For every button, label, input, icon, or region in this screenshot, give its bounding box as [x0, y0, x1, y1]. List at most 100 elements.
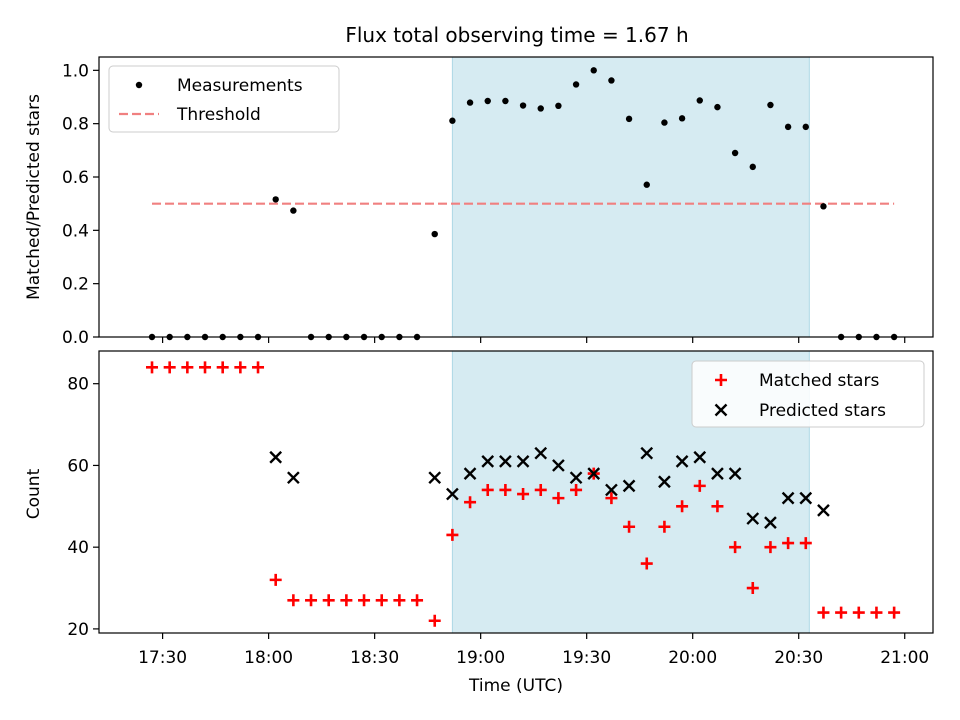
bottom-legend: Matched stars Predicted stars — [691, 360, 925, 428]
top-panel-frame — [98, 56, 934, 338]
measurement-point — [555, 102, 562, 110]
bottom-x-tick-label: 20:30 — [774, 648, 823, 668]
predicted-star-marker — [658, 475, 671, 489]
top-y-tick-label: 0.6 — [62, 168, 89, 188]
bottom-x-tick-label: 21:00 — [880, 648, 929, 668]
measurement-point — [572, 81, 580, 88]
matched-star-marker — [358, 594, 371, 607]
measurement-point — [537, 105, 544, 112]
matched-star-marker — [340, 594, 353, 607]
predicted-star-marker — [463, 467, 477, 480]
chart-title: Flux total observing time = 1.67 h — [345, 23, 688, 47]
measurement-point — [502, 97, 509, 105]
matched-star-marker — [216, 361, 229, 374]
top-y-tick-label: 1.0 — [62, 61, 89, 81]
bottom-x-tick-label: 19:00 — [456, 648, 505, 668]
predicted-star-marker — [693, 450, 707, 464]
matched-star-marker — [481, 483, 494, 496]
bottom-panel-frame — [98, 350, 934, 634]
predicted-star-marker — [764, 516, 777, 530]
predicted-star-marker — [481, 454, 495, 468]
measurement-point — [714, 103, 721, 111]
matched-star-marker — [888, 606, 901, 619]
legend-matched-label: Matched stars — [759, 371, 879, 391]
predicted-star-marker — [446, 487, 459, 501]
bottom-x-tick-label: 19:30 — [562, 648, 611, 668]
matched-star-marker — [676, 500, 689, 513]
predicted-star-marker — [534, 446, 548, 460]
measurement-point — [731, 149, 739, 157]
predicted-star-marker — [799, 491, 813, 505]
matched-star-marker — [464, 496, 477, 509]
bottom-legend-box — [691, 360, 925, 428]
bottom-y-axis-label: Count — [24, 468, 44, 519]
predicted-star-marker — [516, 454, 530, 468]
matched-star-marker — [446, 528, 459, 541]
matched-star-marker — [163, 361, 176, 374]
matched-star-marker — [870, 606, 883, 619]
predicted-star-marker — [287, 471, 300, 485]
measurement-point — [820, 203, 827, 210]
predicted-star-marker — [711, 467, 724, 480]
matched-star-marker — [852, 606, 865, 619]
measurement-point — [802, 123, 809, 131]
measurement-point — [608, 77, 615, 84]
legend-threshold-label: Threshold — [176, 105, 261, 125]
matched-star-marker — [764, 541, 777, 554]
top-panel: 0.0 0.2 0.4 0.6 0.8 1.0 Measurements Threshold — [62, 56, 934, 348]
legend-measurements-marker — [135, 81, 143, 89]
top-y-axis-label: Matched/Predicted stars — [24, 94, 44, 300]
matched-star-marker — [411, 594, 424, 607]
matched-star-marker — [799, 537, 812, 550]
x-axis-label: Time (UTC) — [468, 676, 563, 696]
matched-star-marker — [181, 361, 194, 374]
top-y-tick-label: 0.2 — [62, 275, 89, 295]
predicted-star-marker — [781, 491, 795, 505]
measurement-point — [590, 67, 597, 74]
predicted-star-marker — [428, 471, 442, 485]
measurement-point — [290, 207, 297, 214]
matched-star-marker — [552, 492, 565, 505]
measurement-point — [749, 163, 756, 171]
top-y-tick-label: 0.8 — [62, 115, 89, 135]
top-legend-box — [108, 65, 340, 133]
matched-star-marker — [234, 361, 247, 374]
measurement-point — [519, 102, 527, 109]
predicted-star-marker — [605, 483, 618, 497]
measurement-point — [784, 123, 792, 131]
measurement-point — [643, 181, 650, 188]
predicted-star-marker — [728, 467, 742, 480]
matched-star-marker — [729, 541, 742, 554]
matched-star-marker — [640, 557, 653, 570]
bottom-x-tick-label: 18:30 — [350, 648, 399, 668]
predicted-star-marker — [622, 479, 636, 493]
bottom-y-tick-label: 40 — [67, 538, 89, 558]
measurement-point — [625, 115, 633, 123]
measurement-point — [466, 99, 474, 106]
legend-measurements-label: Measurements — [177, 76, 303, 96]
predicted-star-marker — [587, 467, 601, 480]
measurement-point — [272, 196, 279, 203]
bottom-x-tick-label: 20:00 — [668, 648, 717, 668]
matched-star-marker — [287, 594, 300, 607]
matched-star-marker — [570, 483, 583, 496]
bottom-y-tick-label: 60 — [67, 456, 89, 476]
bottom-panel: 20 40 60 80 17:30 18:00 18:30 19:00 19:30 20:00 20… — [67, 350, 934, 668]
bottom-y-tick-label: 80 — [67, 375, 89, 395]
measurement-point — [696, 97, 703, 104]
matched-star-marker — [199, 361, 212, 374]
bottom-x-tick-label: 17:30 — [138, 648, 187, 668]
matched-star-marker — [605, 492, 618, 505]
predicted-star-marker — [817, 504, 830, 517]
predicted-star-marker — [640, 446, 654, 460]
matched-star-marker — [623, 520, 636, 533]
predicted-star-marker — [269, 450, 283, 464]
measurement-point — [678, 115, 686, 122]
matched-star-marker — [658, 520, 671, 533]
matched-star-marker — [146, 361, 159, 374]
matched-star-marker — [835, 606, 848, 619]
measurement-point — [431, 230, 438, 238]
legend-predicted-marker — [714, 403, 728, 417]
predicted-star-marker — [675, 454, 689, 468]
